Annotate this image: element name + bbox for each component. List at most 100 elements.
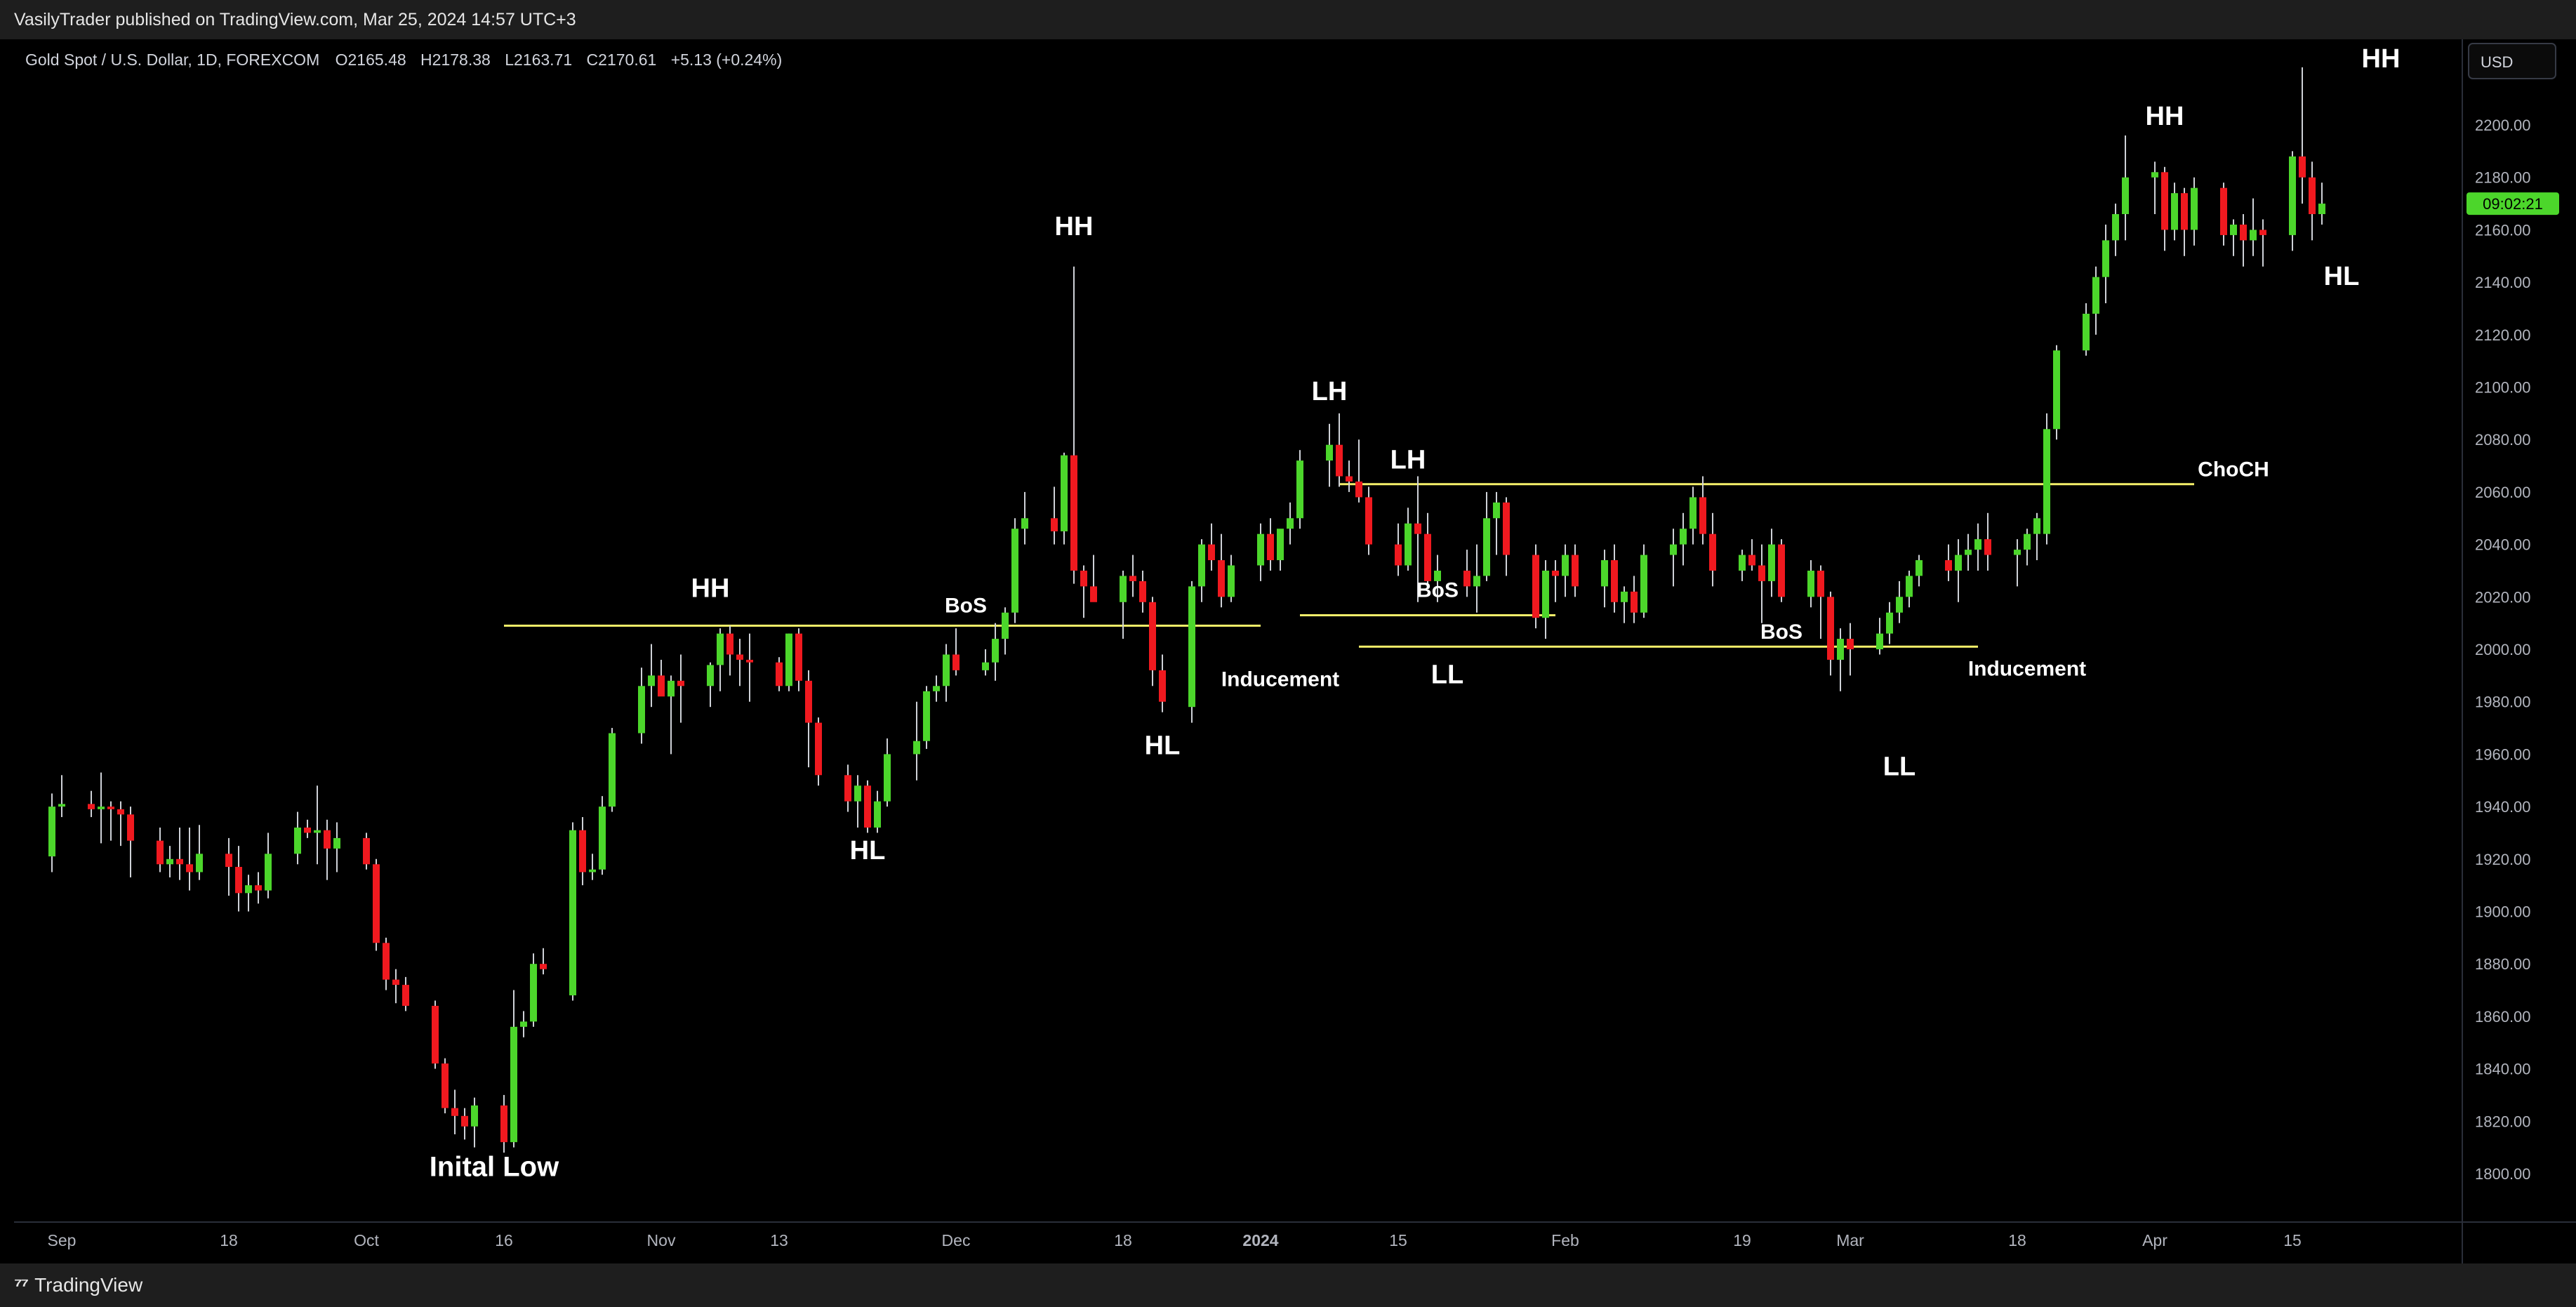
candle-body-10 [186,864,193,873]
annotation-10: LL [1431,661,1463,690]
candle-body-135 [1906,576,1913,597]
candle-body-78 [1129,576,1136,581]
candle-93 [1336,413,1343,487]
y-tick-7: 1940.00 [2475,798,2531,816]
candle-106 [1503,497,1510,576]
candle-body-25 [392,979,399,986]
close-value: 2170.61 [598,51,656,69]
candle-body-138 [1955,555,1962,571]
y-tick-2: 1840.00 [2475,1061,2531,1078]
y-tick-1: 1820.00 [2475,1113,2531,1130]
candle-body-56 [815,722,822,776]
candle-85 [1218,533,1225,608]
candle-1 [58,775,65,818]
candle-65 [943,644,950,702]
candle-109 [1552,560,1559,602]
candle-110 [1562,544,1569,597]
candle-114 [1621,586,1628,623]
candle-body-46 [677,680,684,686]
candle-body-159 [2240,224,2247,241]
x-tick-12: Mar [1836,1231,1864,1249]
candle-20 [324,819,331,880]
candle-132 [1876,618,1883,655]
candle-28 [441,1058,449,1114]
annotation-17: HH [2362,44,2401,74]
candle-body-7 [157,840,164,865]
candle-body-91 [1296,460,1303,519]
x-tick-15: 15 [2283,1231,2302,1249]
candle-body-101 [1434,570,1441,581]
candle-108 [1542,560,1549,639]
candle-40 [599,796,606,875]
candle-71 [1021,491,1028,545]
candle-101 [1434,555,1441,602]
candle-body-113 [1611,560,1618,602]
candlestick-chart[interactable]: Gold Spot / U.S. Dollar, 1D, FOREXCOM O2… [14,39,2576,1263]
candle-body-108 [1542,570,1549,618]
currency-label: USD [2481,53,2513,71]
x-tick-0: Sep [48,1231,77,1249]
candle-125 [1768,529,1775,597]
candle-29 [451,1089,458,1134]
candle-body-88 [1267,533,1274,561]
candle-body-112 [1601,560,1608,587]
candle-body-134 [1896,597,1903,613]
chart-panel[interactable]: Gold Spot / U.S. Dollar, 1D, FOREXCOM O2… [14,39,2576,1263]
candle-78 [1129,555,1136,597]
candle-21 [333,822,340,873]
countdown-badge: 09:02:21 [2467,192,2559,215]
candle-body-74 [1070,455,1077,571]
candle-body-93 [1336,444,1343,477]
candles [48,67,2325,1153]
candle-body-120 [1699,497,1706,534]
annotation-13: Inducement [1968,657,2086,680]
candle-104 [1483,491,1490,581]
candle-149 [2102,224,2109,304]
candle-body-121 [1709,533,1716,571]
candle-body-129 [1827,597,1834,660]
annotation-7: LH [1312,377,1348,406]
candle-95 [1355,439,1362,503]
candle-66 [952,628,960,676]
candle-body-68 [992,639,999,663]
candle-77 [1120,570,1127,639]
candle-58 [854,775,861,828]
currency-selector[interactable]: USD [2468,43,2556,79]
candle-13 [235,846,242,912]
candle-body-8 [166,858,173,865]
candle-43 [648,644,655,708]
y-tick-15: 2100.00 [2475,379,2531,397]
countdown-text: 09:02:21 [2483,195,2543,213]
candle-body-50 [736,654,743,660]
time-axis[interactable]: Sep 18 Oct 16 Nov 13 Dec 18 2024 15 Feb 19 Mar 18 Apr 1… [14,1221,2576,1249]
candle-body-119 [1689,497,1697,529]
candle-3 [98,772,105,844]
candle-body-145 [2043,429,2050,534]
candle-body-118 [1680,529,1687,545]
candle-39 [589,854,596,880]
candle-35 [530,953,537,1027]
candle-body-155 [2181,193,2188,230]
price-axis[interactable]: 1800.00 1820.00 1840.00 1860.00 1880.00 1900.… [2462,39,2531,1263]
candle-body-85 [1218,560,1225,597]
candle-body-22 [363,837,370,865]
candle-96 [1365,486,1372,555]
candle-body-142 [2014,550,2021,555]
candle-33 [510,990,517,1148]
candle-59 [864,780,871,833]
low-value: 2163.71 [514,51,572,69]
candle-body-40 [599,807,606,870]
tradingview-brand[interactable]: ⁷⁷ TradingView [14,1273,142,1297]
candle-body-123 [1748,555,1755,566]
candle-122 [1739,550,1746,581]
candle-26 [402,976,409,1011]
candle-body-165 [2318,204,2325,215]
candle-body-103 [1473,576,1480,587]
candle-19 [314,785,321,865]
symbol-text: Gold Spot / U.S. Dollar, 1D, FOREXCOM [25,51,319,69]
candle-164 [2309,161,2316,241]
candle-body-69 [1002,612,1009,639]
candle-5 [117,801,124,847]
candle-body-149 [2102,240,2109,277]
y-tick-12: 2040.00 [2475,536,2531,554]
